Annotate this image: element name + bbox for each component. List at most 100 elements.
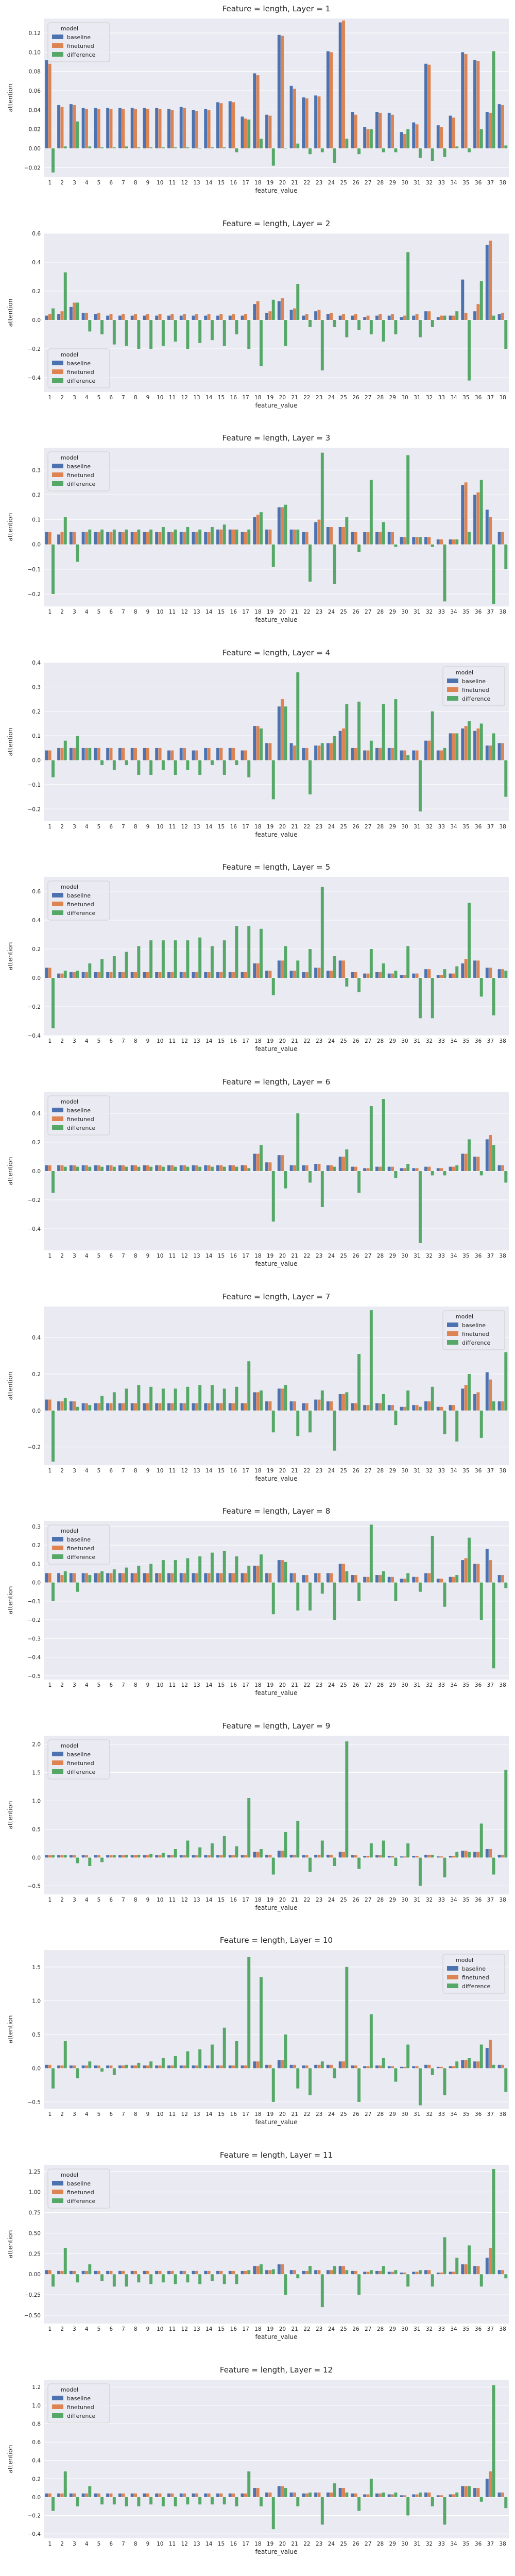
bar-difference — [149, 529, 153, 545]
bar-difference — [455, 966, 459, 978]
bar-baseline — [192, 2270, 195, 2275]
bar-finetuned — [464, 1154, 468, 1171]
x-tick-label: 21 — [291, 1682, 298, 1688]
bar-finetuned — [391, 973, 394, 978]
bar-difference — [174, 319, 177, 342]
legend-entry-baseline: baseline — [462, 678, 486, 685]
y-tick-label: 0.0 — [32, 757, 41, 764]
bar-finetuned — [317, 1573, 321, 1583]
bar-baseline — [192, 110, 195, 148]
x-tick-label: 5 — [97, 1468, 101, 1474]
bar-baseline — [289, 309, 293, 320]
bar-difference — [504, 1171, 508, 1183]
x-tick-label: 18 — [254, 2111, 261, 2117]
bar-difference — [345, 1392, 349, 1411]
bar-baseline — [485, 244, 489, 320]
bar-finetuned — [232, 529, 235, 545]
chart-panel-6: Feature = length, Layer = 6−0.4−0.20.00.… — [7, 1077, 509, 1267]
bar-baseline — [326, 527, 330, 545]
bar-baseline — [314, 745, 318, 760]
x-tick-label: 37 — [487, 1253, 494, 1259]
bar-baseline — [57, 1165, 61, 1171]
bar-difference — [100, 1857, 104, 1862]
bar-difference — [394, 1410, 398, 1425]
bar-difference — [357, 544, 361, 552]
x-tick-label: 16 — [230, 609, 237, 615]
x-tick-label: 28 — [377, 609, 384, 615]
bar-finetuned — [501, 532, 504, 545]
bar-difference — [112, 1569, 116, 1583]
x-tick-label: 21 — [291, 2326, 298, 2332]
bar-baseline — [179, 532, 183, 545]
x-tick-label: 18 — [254, 2541, 261, 2547]
bar-baseline — [228, 315, 232, 320]
bar-difference — [235, 2497, 238, 2506]
bar-baseline — [461, 52, 465, 148]
bar-finetuned — [97, 1165, 100, 1171]
x-tick-label: 20 — [279, 395, 286, 401]
bar-baseline — [351, 2493, 354, 2497]
bar-finetuned — [268, 1401, 272, 1411]
bar-baseline — [45, 2065, 48, 2069]
x-tick-label: 36 — [475, 1253, 482, 1259]
bar-difference — [76, 735, 79, 760]
bar-difference — [52, 148, 55, 173]
x-tick-label: 28 — [377, 1897, 384, 1903]
bar-baseline — [204, 1855, 208, 1858]
bar-difference — [161, 2058, 165, 2069]
bar-finetuned — [85, 2270, 88, 2275]
bar-finetuned — [281, 298, 284, 320]
x-tick-label: 8 — [134, 824, 138, 830]
x-tick-label: 1 — [48, 1253, 52, 1259]
bar-finetuned — [195, 750, 198, 760]
x-tick-label: 8 — [134, 1468, 138, 1474]
y-tick-label: 0.6 — [32, 2439, 41, 2446]
bar-finetuned — [281, 1560, 284, 1583]
bar-finetuned — [134, 972, 137, 978]
x-tick-label: 22 — [303, 395, 310, 401]
bar-difference — [137, 529, 141, 545]
x-tick-label: 18 — [254, 395, 261, 401]
legend-entry-finetuned: finetuned — [67, 369, 94, 376]
bar-baseline — [314, 1164, 318, 1171]
bar-baseline — [314, 1573, 318, 1583]
bar-baseline — [351, 532, 354, 545]
bar-baseline — [326, 971, 330, 978]
bar-difference — [357, 1353, 361, 1411]
y-tick-label: −0.4 — [28, 2531, 41, 2537]
bar-difference — [247, 1957, 251, 2069]
x-tick-label: 24 — [328, 1682, 335, 1688]
x-tick-label: 32 — [426, 1468, 433, 1474]
bar-finetuned — [158, 1573, 162, 1583]
bar-baseline — [351, 112, 354, 148]
bar-difference — [369, 1524, 373, 1583]
bar-difference — [443, 748, 447, 760]
bar-finetuned — [415, 973, 419, 978]
bar-difference — [63, 517, 67, 545]
bar-finetuned — [440, 2273, 443, 2275]
bar-difference — [149, 940, 153, 978]
bar-difference — [235, 926, 238, 978]
bar-baseline — [473, 960, 477, 978]
bar-difference — [112, 2068, 116, 2075]
bar-finetuned — [403, 750, 406, 760]
bar-finetuned — [427, 537, 431, 545]
x-tick-label: 23 — [316, 395, 322, 401]
bar-difference — [394, 1582, 398, 1602]
bar-finetuned — [256, 2266, 260, 2275]
bar-baseline — [277, 2264, 281, 2275]
x-tick-label: 2 — [60, 609, 64, 615]
x-tick-label: 14 — [205, 2111, 213, 2117]
bar-difference — [296, 2274, 300, 2279]
x-tick-label: 9 — [146, 1897, 150, 1903]
bar-baseline — [289, 1573, 293, 1583]
chart-panel-1: Feature = length, Layer = 1−0.020.000.02… — [7, 4, 509, 194]
x-tick-label: 30 — [401, 1468, 408, 1474]
bar-difference — [100, 2497, 104, 2504]
bar-finetuned — [403, 537, 406, 545]
x-tick-label: 20 — [279, 1038, 286, 1044]
bar-difference — [247, 529, 251, 545]
bar-finetuned — [48, 2493, 52, 2497]
bar-finetuned — [293, 1165, 296, 1171]
bar-baseline — [351, 2270, 354, 2275]
